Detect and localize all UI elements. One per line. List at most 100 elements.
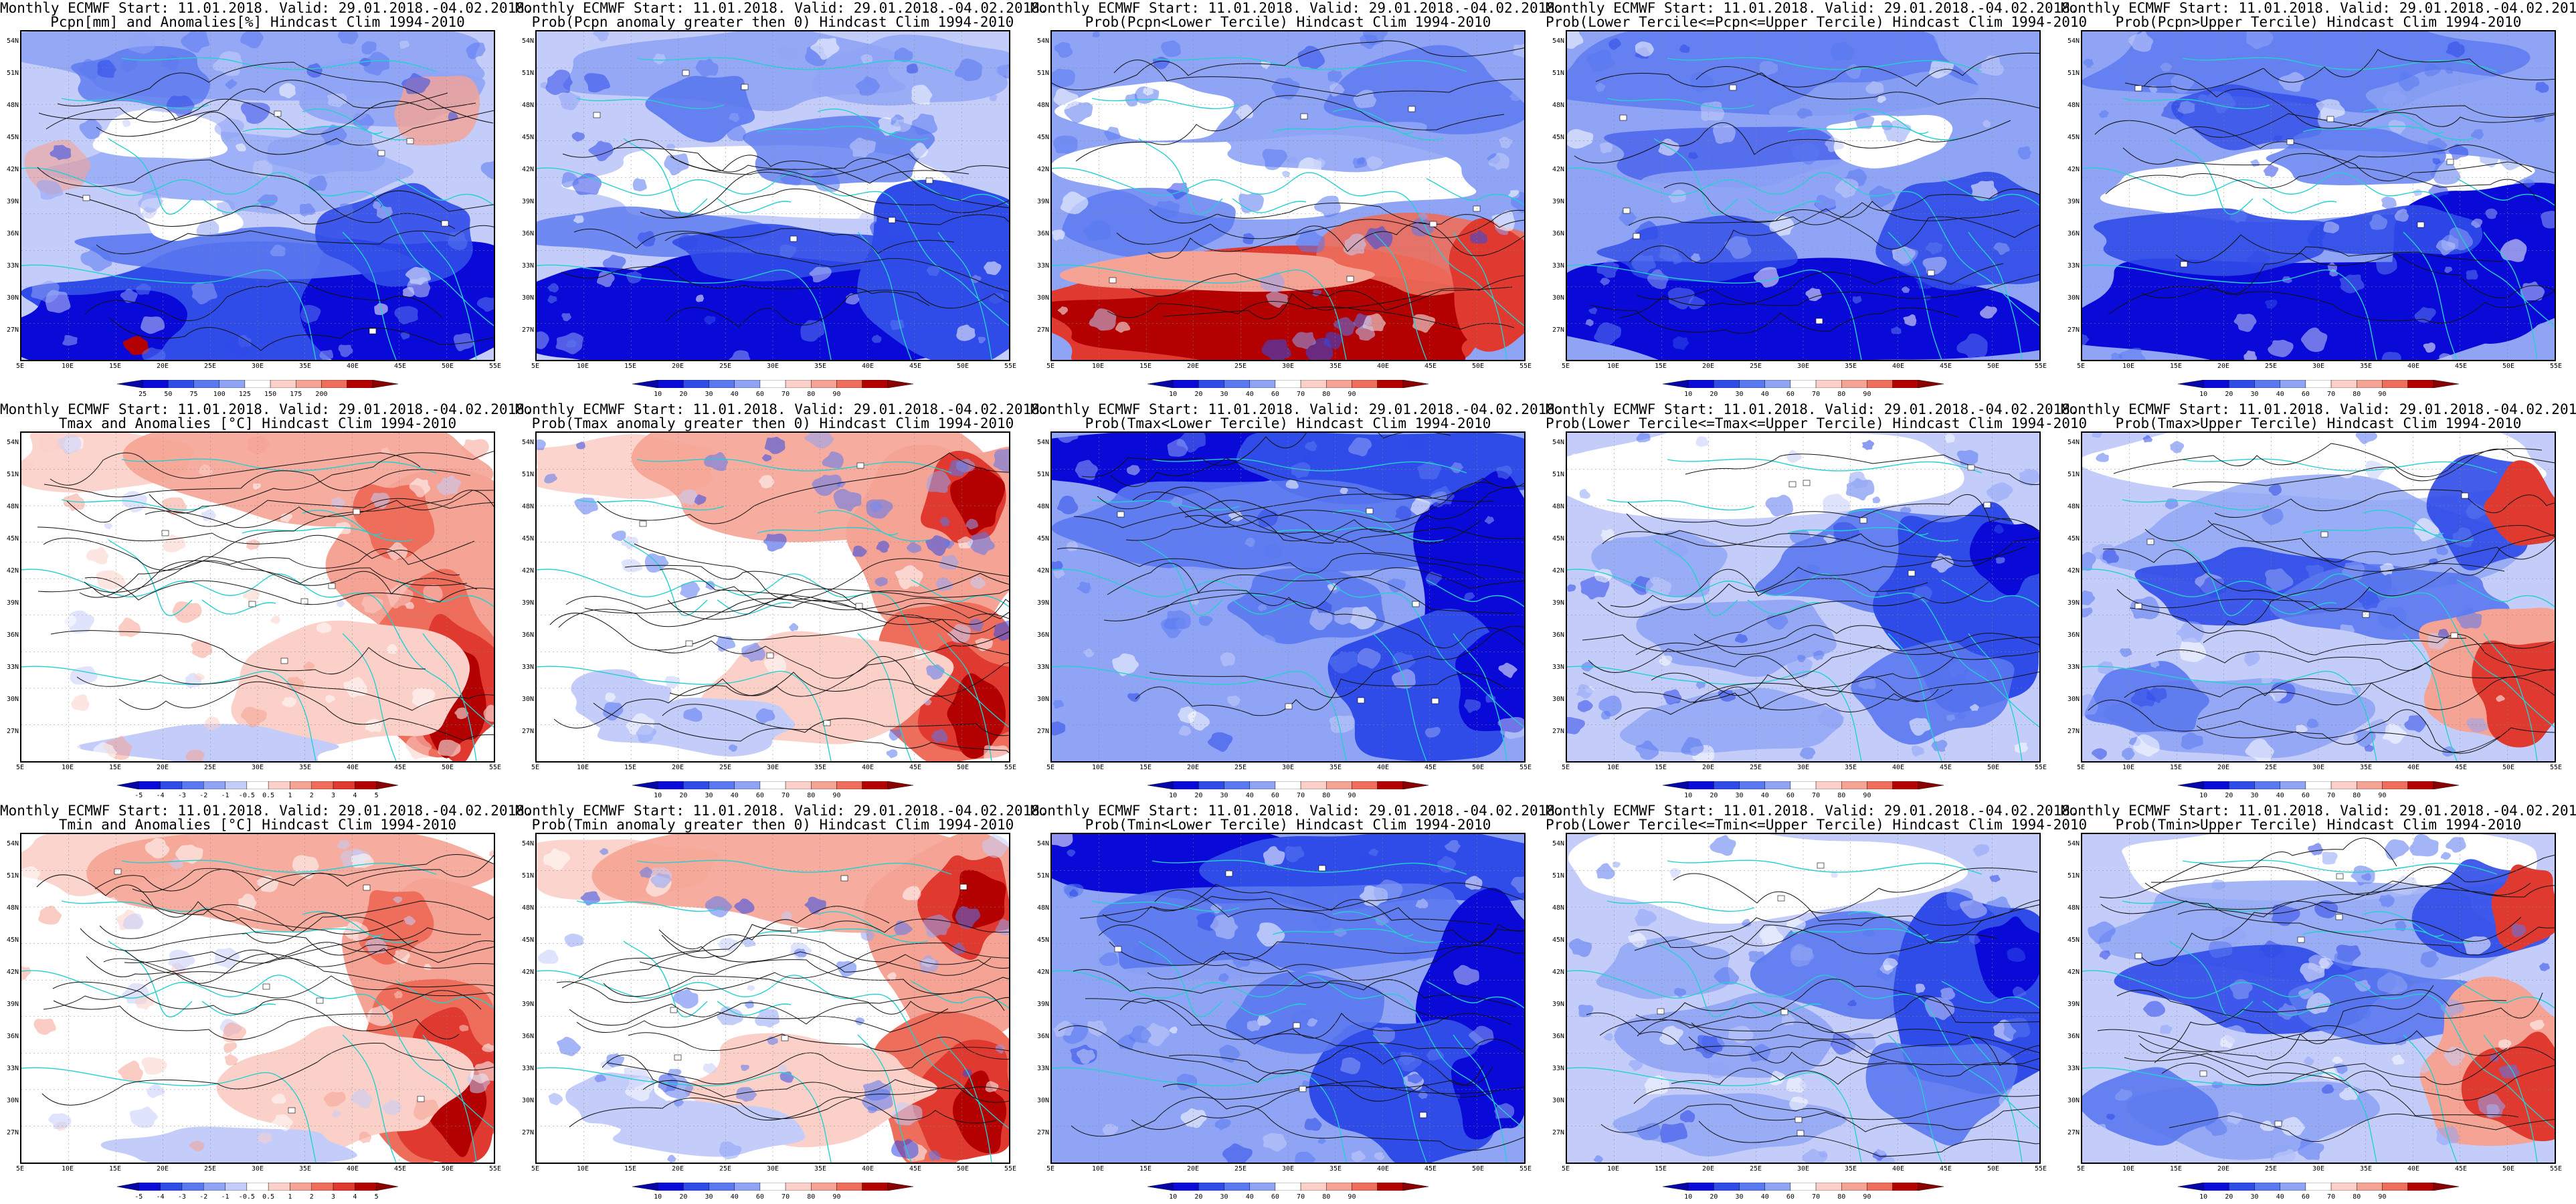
lat-tick-label: 54N xyxy=(521,840,534,847)
lon-tick-label: 35E xyxy=(1329,1165,1342,1173)
colorbar-segment xyxy=(311,781,334,789)
lon-tick-label: 50E xyxy=(1471,363,1485,370)
field-blob xyxy=(1340,1057,1361,1074)
colorbar-tick-label: -5 xyxy=(134,792,143,799)
map-plot xyxy=(1050,431,1526,763)
lon-tick-label: 30E xyxy=(2312,1165,2325,1173)
field-blob xyxy=(2404,715,2427,732)
colorbar-segment xyxy=(1867,380,1893,388)
colorbar-tick-label: 70 xyxy=(781,792,790,799)
colorbar-segment xyxy=(759,380,786,388)
lon-tick-label: 25E xyxy=(2264,1165,2278,1173)
field-blob xyxy=(2176,621,2205,643)
field-blob xyxy=(729,744,738,752)
colorbar-tick-label: 25 xyxy=(139,391,147,398)
colorbar-wrap xyxy=(1147,781,1429,789)
lon-tick-label: 45E xyxy=(1939,764,1952,771)
coastlines xyxy=(21,57,494,360)
field-blob xyxy=(1368,848,1379,856)
lat-tick-label: 27N xyxy=(2067,1129,2080,1136)
colorbar-segment xyxy=(1352,380,1378,388)
field-blob xyxy=(2466,270,2478,280)
colorbar-segment xyxy=(862,380,889,388)
field-blob xyxy=(1406,435,1424,449)
colorbar-wrap xyxy=(117,781,398,789)
lon-tick-label: 15E xyxy=(1654,363,1667,370)
lat-tick-label: 27N xyxy=(521,326,534,334)
field-blob xyxy=(71,694,90,711)
map-plot xyxy=(1050,30,1526,361)
colorbar-segment xyxy=(1224,781,1250,789)
colorbar-segment xyxy=(1198,781,1224,789)
field-blob xyxy=(925,535,951,557)
field-blob xyxy=(1986,482,2013,502)
lon-tick-label: 30E xyxy=(2312,363,2325,370)
field-blob xyxy=(1818,707,1845,729)
contour-label-box xyxy=(2134,952,2142,959)
colorbar-tick-label: 60 xyxy=(755,391,764,398)
panel-title: Prob(Tmin anomaly greater then 0) Hindca… xyxy=(531,817,1014,833)
contour-label-box xyxy=(377,150,385,157)
field-blob xyxy=(2446,576,2458,585)
lat-tick-label: 45N xyxy=(1036,535,1049,542)
colorbar xyxy=(1147,380,1429,388)
field-blob xyxy=(664,1076,694,1099)
colorbar-segment xyxy=(1326,1183,1352,1191)
field-blob xyxy=(2333,950,2354,971)
colorbar-segment xyxy=(1892,1183,1919,1191)
lon-tick-label: 25E xyxy=(1749,363,1762,370)
lon-tick-label: 25E xyxy=(1234,764,1247,771)
colorbar-segment xyxy=(632,380,658,388)
field-blob xyxy=(60,1019,76,1033)
field-blob xyxy=(544,474,558,484)
lat-tick-label: 48N xyxy=(521,503,534,510)
field-blob xyxy=(1323,45,1524,134)
colorbar-segment xyxy=(1198,1183,1224,1191)
field-blob xyxy=(79,118,102,140)
field-blob xyxy=(1959,898,1987,919)
colorbar-tick-label: 5 xyxy=(374,792,379,799)
colorbar-tick-label: 30 xyxy=(2250,391,2259,398)
colorbar-segment xyxy=(887,1183,913,1191)
lat-tick-label: 48N xyxy=(6,102,19,109)
field-blob xyxy=(718,937,739,952)
colorbar-tick-label: 40 xyxy=(1245,1193,1254,1201)
lon-tick-label: 30E xyxy=(1281,363,1295,370)
field-blob xyxy=(1901,286,1910,293)
field-blob xyxy=(382,1100,403,1115)
field-blob xyxy=(1851,639,2015,745)
lon-tick-label: 25E xyxy=(719,1165,732,1173)
field-blob xyxy=(1152,200,1180,221)
panel-header: Monthly ECMWF Start: 11.01.2018. Valid: … xyxy=(1546,803,2079,819)
field-blob xyxy=(2094,208,2333,276)
field-blob xyxy=(2262,508,2284,526)
field-blob xyxy=(1667,541,1689,558)
colorbar-tick-label: 70 xyxy=(1297,792,1305,799)
lon-tick-label: 40E xyxy=(861,1165,875,1173)
lat-tick-label: 39N xyxy=(1552,1001,1564,1008)
colorbar-segment xyxy=(1147,380,1174,388)
field-blob xyxy=(2308,843,2324,856)
coastlines xyxy=(2082,57,2555,360)
colorbar-tick-label: 90 xyxy=(2378,1193,2387,1201)
lon-tick-label: 15E xyxy=(624,764,637,771)
field-blob xyxy=(1415,898,1429,908)
lon-tick-label: 10E xyxy=(576,764,589,771)
field-blob xyxy=(271,1114,293,1132)
field-blob xyxy=(779,244,797,259)
field-blob xyxy=(2014,742,2029,753)
field-blob xyxy=(680,581,701,599)
field-blob xyxy=(995,918,1009,936)
field-blob xyxy=(1847,999,1857,1007)
panel-header: Monthly ECMWF Start: 11.01.2018. Valid: … xyxy=(515,803,1048,819)
field-blob xyxy=(1742,918,1752,927)
lat-tick-label: 27N xyxy=(6,1129,19,1136)
field-blob xyxy=(393,949,410,965)
lat-tick-label: 30N xyxy=(521,1097,534,1104)
lon-tick-label: 30E xyxy=(251,363,264,370)
contour-label-box xyxy=(353,508,361,515)
field-blob xyxy=(1925,242,1943,255)
field-blob xyxy=(2096,452,2109,462)
colorbar-tick-label: 70 xyxy=(781,1193,790,1201)
lon-tick-label: 5E xyxy=(1046,764,1055,771)
